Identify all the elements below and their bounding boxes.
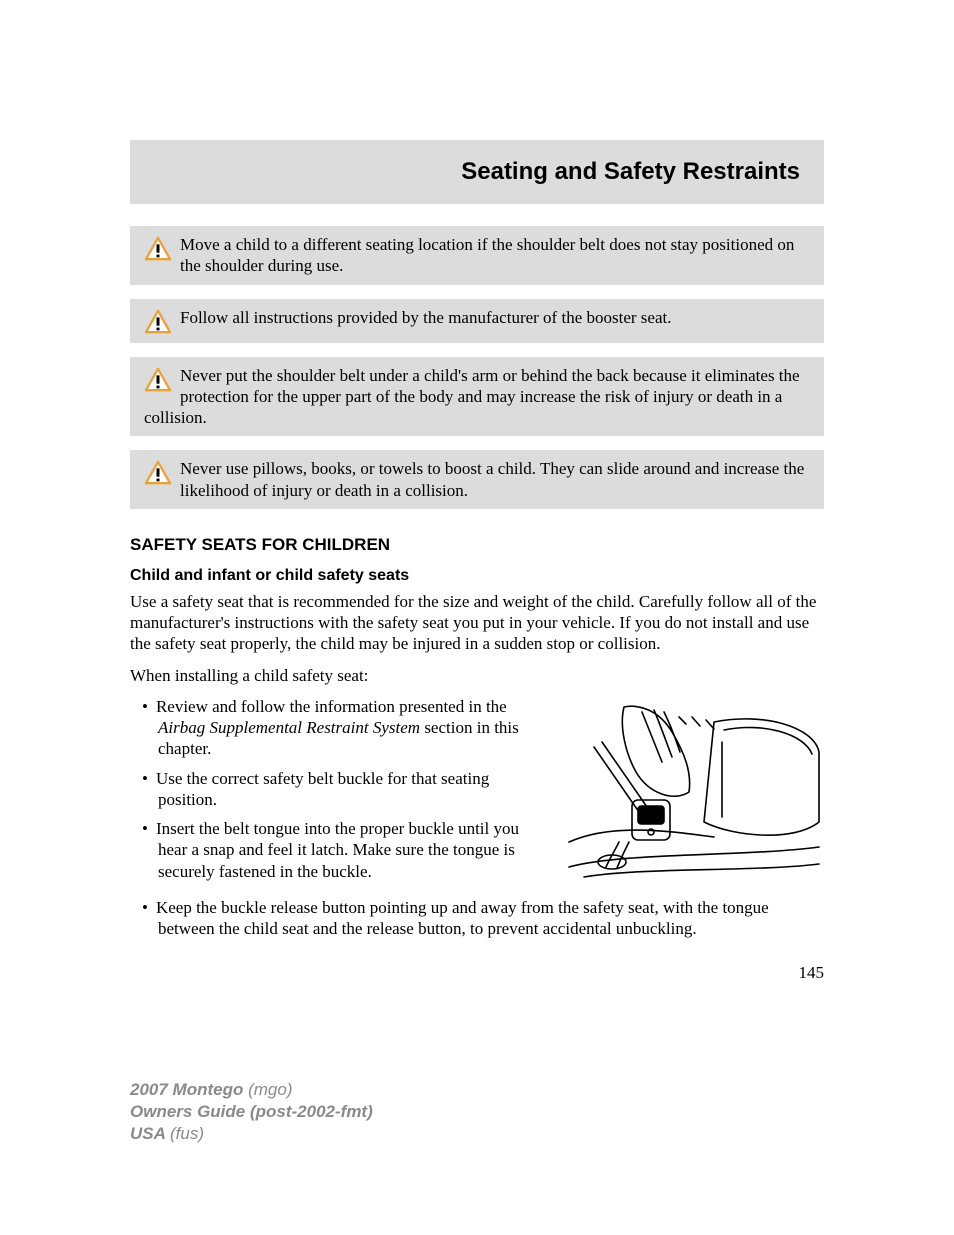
footer-line: USA (fus) (130, 1123, 373, 1145)
footer-code: (mgo) (248, 1080, 292, 1099)
chapter-header-band: Seating and Safety Restraints (130, 140, 824, 204)
warning-text: Never put the shoulder belt under a chil… (144, 366, 800, 428)
child-seat-buckle-illustration (564, 702, 824, 892)
list-item: Insert the belt tongue into the proper b… (130, 818, 544, 882)
warning-triangle-icon (144, 309, 172, 335)
illustration-column (564, 696, 824, 897)
subsection-heading: Child and infant or child safety seats (130, 567, 824, 585)
warning-text: Move a child to a different seating loca… (180, 235, 794, 275)
bullet-italic: Airbag Supplemental Restraint System (158, 718, 420, 737)
warning-box: Never put the shoulder belt under a chil… (130, 357, 824, 437)
section-heading: SAFETY SEATS FOR CHILDREN (130, 535, 824, 555)
lead-line: When installing a child safety seat: (130, 665, 824, 686)
warning-box: Never use pillows, books, or towels to b… (130, 450, 824, 509)
bullet-illustration-row: Review and follow the information presen… (130, 696, 824, 897)
manual-page: Seating and Safety Restraints Move a chi… (0, 0, 954, 1235)
intro-paragraph: Use a safety seat that is recommended fo… (130, 591, 824, 655)
footer-code: (fus) (170, 1124, 204, 1143)
footer-region: USA (130, 1124, 170, 1143)
footer-line: 2007 Montego (mgo) (130, 1079, 373, 1101)
bullet-text: Review and follow the information presen… (156, 697, 507, 716)
chapter-title: Seating and Safety Restraints (461, 158, 800, 185)
warning-triangle-icon (144, 367, 172, 393)
warning-triangle-icon (144, 236, 172, 262)
list-item: Use the correct safety belt buckle for t… (130, 768, 544, 811)
bullet-list-fullwidth: Keep the buckle release button pointing … (130, 897, 824, 940)
bullet-text: Use the correct safety belt buckle for t… (156, 769, 489, 809)
warning-text: Follow all instructions provided by the … (180, 308, 671, 327)
list-item: Keep the buckle release button pointing … (130, 897, 824, 940)
warning-triangle-icon (144, 460, 172, 486)
page-number: 145 (130, 963, 824, 983)
warning-box: Move a child to a different seating loca… (130, 226, 824, 285)
footer-model: 2007 Montego (130, 1080, 248, 1099)
list-item: Review and follow the information presen… (130, 696, 544, 760)
footer-line: Owners Guide (post-2002-fmt) (130, 1101, 373, 1123)
footer-block: 2007 Montego (mgo) Owners Guide (post-20… (130, 1079, 373, 1145)
bullet-list: Review and follow the information presen… (130, 696, 544, 882)
warning-text: Never use pillows, books, or towels to b… (180, 459, 804, 499)
bullet-text: Keep the buckle release button pointing … (156, 898, 769, 938)
bullet-text: Insert the belt tongue into the proper b… (156, 819, 519, 881)
bullet-column: Review and follow the information presen… (130, 696, 544, 890)
warning-box: Follow all instructions provided by the … (130, 299, 824, 343)
